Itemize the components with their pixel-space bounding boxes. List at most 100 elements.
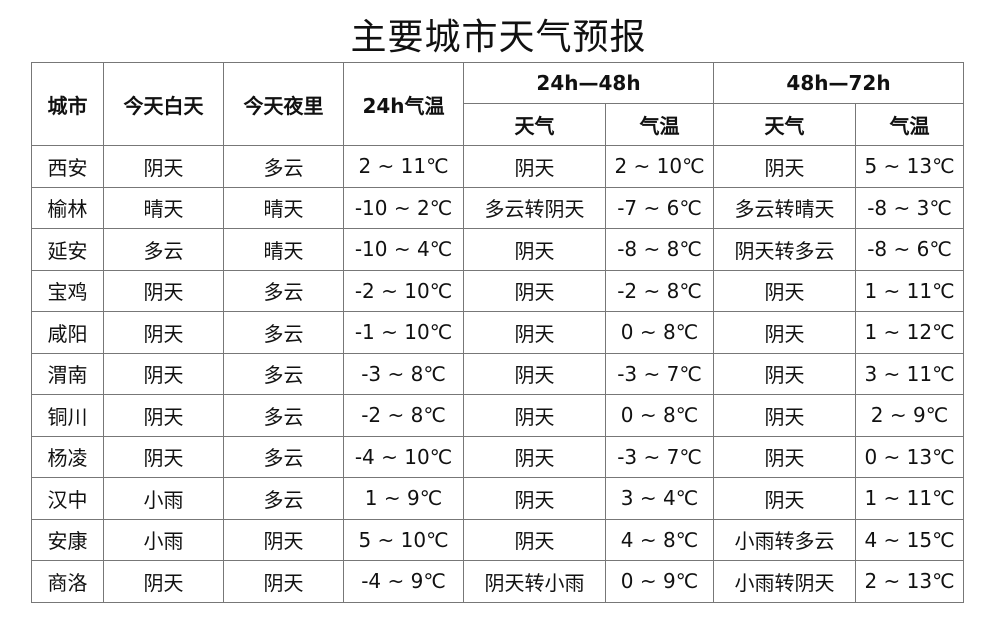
table-cell: -3 ~ 7℃ [605, 435, 714, 478]
table-cell: 小雨 [103, 477, 224, 520]
weather-table: 城市 今天白天 今天夜里 24h气温 24h—48h 48h—72h 天气 气温… [31, 62, 964, 603]
table-cell: 西安 [31, 145, 104, 188]
header-group-24-48: 24h—48h [463, 62, 714, 104]
table-cell: 阴天 [463, 228, 606, 271]
table-cell: 2 ~ 10℃ [605, 145, 714, 188]
table-row: 咸阳 阴天 多云 -1 ~ 10℃ 阴天 0 ~ 8℃ 阴天 1 ~ 12℃ [31, 311, 964, 354]
table-cell: -7 ~ 6℃ [605, 186, 714, 229]
table-cell: 阴天 [463, 145, 606, 188]
table-cell: 阴天 [463, 352, 606, 395]
table-cell: 0 ~ 8℃ [605, 311, 714, 354]
header-weather-24-48: 天气 [463, 103, 606, 146]
table-cell: -10 ~ 4℃ [343, 228, 464, 271]
table-cell: 晴天 [103, 186, 224, 229]
table-cell: 阴天 [103, 269, 224, 312]
table-cell: 阴天 [463, 435, 606, 478]
table-cell: 小雨 [103, 518, 224, 561]
table-row: 宝鸡 阴天 多云 -2 ~ 10℃ 阴天 -2 ~ 8℃ 阴天 1 ~ 11℃ [31, 269, 964, 312]
table-cell: -2 ~ 10℃ [343, 269, 464, 312]
table-cell: 宝鸡 [31, 269, 104, 312]
table-cell: 2 ~ 13℃ [855, 560, 964, 603]
table-cell: 阴天 [713, 269, 856, 312]
table-row: 杨凌 阴天 多云 -4 ~ 10℃ 阴天 -3 ~ 7℃ 阴天 0 ~ 13℃ [31, 435, 964, 478]
table-row: 榆林 晴天 晴天 -10 ~ 2℃ 多云转阴天 -7 ~ 6℃ 多云转晴天 -8 ~ 3℃ [31, 186, 964, 229]
table-cell: 多云 [223, 477, 344, 520]
page-title: 主要城市天气预报 [350, 17, 647, 58]
table-cell: 5 ~ 10℃ [343, 518, 464, 561]
table-cell: 多云转阴天 [463, 186, 606, 229]
header-today-day: 今天白天 [103, 62, 224, 146]
table-cell: 小雨转阴天 [713, 560, 856, 603]
table-cell: 咸阳 [31, 311, 104, 354]
table-row: 商洛 阴天 阴天 -4 ~ 9℃ 阴天转小雨 0 ~ 9℃ 小雨转阴天 2 ~ 13℃ [31, 560, 964, 603]
table-cell: 多云转晴天 [713, 186, 856, 229]
table-cell: -8 ~ 3℃ [855, 186, 964, 229]
header-temp-24-48: 气温 [605, 103, 714, 146]
table-cell: 铜川 [31, 394, 104, 437]
table-cell: 多云 [223, 352, 344, 395]
table-cell: 阴天 [103, 311, 224, 354]
table-cell: 榆林 [31, 186, 104, 229]
table-cell: 4 ~ 15℃ [855, 518, 964, 561]
table-cell: 1 ~ 11℃ [855, 269, 964, 312]
table-cell: 阴天 [103, 560, 224, 603]
table-cell: 晴天 [223, 186, 344, 229]
table-row: 安康 小雨 阴天 5 ~ 10℃ 阴天 4 ~ 8℃ 小雨转多云 4 ~ 15℃ [31, 518, 964, 561]
table-cell: 阴天 [463, 518, 606, 561]
table-cell: 1 ~ 12℃ [855, 311, 964, 354]
table-cell: 阴天 [223, 560, 344, 603]
table-cell: -4 ~ 10℃ [343, 435, 464, 478]
table-cell: 阴天 [463, 311, 606, 354]
header-temp-24h: 24h气温 [343, 62, 464, 146]
table-cell: 阴天 [223, 518, 344, 561]
table-cell: 2 ~ 9℃ [855, 394, 964, 437]
table-cell: 阴天 [103, 352, 224, 395]
table-cell: 小雨转多云 [713, 518, 856, 561]
table-cell: 阴天 [463, 394, 606, 437]
table-cell: 延安 [31, 228, 104, 271]
table-cell: 多云 [223, 394, 344, 437]
table-cell: 多云 [223, 435, 344, 478]
table-cell: 多云 [223, 269, 344, 312]
table-cell: 阴天 [713, 477, 856, 520]
table-cell: 0 ~ 13℃ [855, 435, 964, 478]
header-weather-48-72: 天气 [713, 103, 856, 146]
header-today-night: 今天夜里 [223, 62, 344, 146]
table-cell: 商洛 [31, 560, 104, 603]
table-cell: 渭南 [31, 352, 104, 395]
table-cell: 1 ~ 11℃ [855, 477, 964, 520]
table-cell: 阴天 [713, 435, 856, 478]
table-cell: 汉中 [31, 477, 104, 520]
table-cell: 阴天转小雨 [463, 560, 606, 603]
table-cell: 4 ~ 8℃ [605, 518, 714, 561]
table-cell: 阴天 [463, 477, 606, 520]
table-cell: -8 ~ 6℃ [855, 228, 964, 271]
header-city: 城市 [31, 62, 104, 146]
table-cell: 0 ~ 9℃ [605, 560, 714, 603]
table-row: 渭南 阴天 多云 -3 ~ 8℃ 阴天 -3 ~ 7℃ 阴天 3 ~ 11℃ [31, 352, 964, 395]
table-cell: 2 ~ 11℃ [343, 145, 464, 188]
header-group-48-72: 48h—72h [713, 62, 964, 104]
table-cell: 0 ~ 8℃ [605, 394, 714, 437]
table-cell: -3 ~ 7℃ [605, 352, 714, 395]
table-cell: 阴天 [463, 269, 606, 312]
table-cell: -3 ~ 8℃ [343, 352, 464, 395]
table-cell: 阴天 [713, 145, 856, 188]
table-cell: -8 ~ 8℃ [605, 228, 714, 271]
table-cell: 杨凌 [31, 435, 104, 478]
table-cell: 阴天转多云 [713, 228, 856, 271]
table-cell: -10 ~ 2℃ [343, 186, 464, 229]
table-cell: 阴天 [713, 394, 856, 437]
table-cell: 3 ~ 11℃ [855, 352, 964, 395]
table-row: 西安 阴天 多云 2 ~ 11℃ 阴天 2 ~ 10℃ 阴天 5 ~ 13℃ [31, 145, 964, 188]
table-cell: 多云 [223, 145, 344, 188]
table-cell: 阴天 [103, 394, 224, 437]
table-cell: 多云 [103, 228, 224, 271]
table-row: 汉中 小雨 多云 1 ~ 9℃ 阴天 3 ~ 4℃ 阴天 1 ~ 11℃ [31, 477, 964, 520]
table-cell: 阴天 [713, 352, 856, 395]
table-cell: 1 ~ 9℃ [343, 477, 464, 520]
table-cell: 阴天 [103, 145, 224, 188]
table-row: 铜川 阴天 多云 -2 ~ 8℃ 阴天 0 ~ 8℃ 阴天 2 ~ 9℃ [31, 394, 964, 437]
table-cell: 阴天 [713, 311, 856, 354]
table-cell: -1 ~ 10℃ [343, 311, 464, 354]
